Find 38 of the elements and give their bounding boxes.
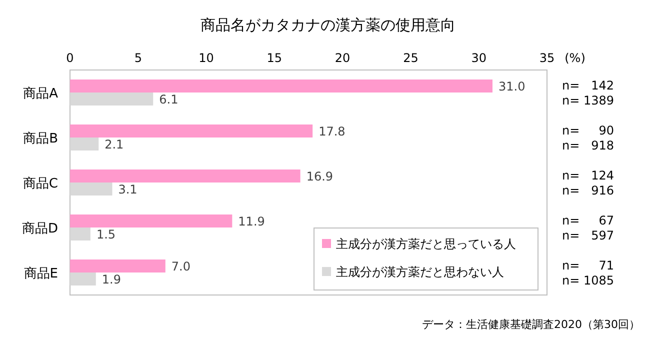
y-tick-label: 商品E [24,266,58,282]
x-tick-label: 25 [403,51,418,65]
data-label: 7.0 [171,260,190,274]
x-tick-label: 20 [334,51,350,65]
x-tick-label: 0 [66,51,74,65]
x-tick-label: 5 [134,51,142,65]
chart-title: 商品名がカタカナの漢方薬の使用意向 [200,16,456,34]
text: n= 124 [562,168,614,182]
y-tick-label: 商品A [23,86,58,102]
x-tick-label: 10 [198,51,214,65]
text: n= 71 [562,258,614,272]
y-tick-label: 商品C [22,176,58,192]
x-axis-title: (%) [564,51,586,65]
x-tick-label: 15 [266,51,282,65]
text: n= 597 [562,228,614,242]
text: n= 1085 [562,274,614,288]
legend-label: 主成分が漢方薬だと思っている人 [336,237,516,251]
data-label: 6.1 [159,92,178,106]
data-label: 1.9 [102,272,121,286]
legend-label: 主成分が漢方薬だと思わない人 [336,265,504,279]
data-label: 31.0 [498,80,526,94]
text: n= 918 [562,138,614,152]
data-label: 2.1 [104,138,124,152]
x-tick-label: 30 [471,51,486,65]
y-tick-label: 商品B [23,132,58,146]
x-tick-label: 35 [539,51,555,65]
text: n= 142 [562,78,614,92]
data-label: 1.5 [96,228,116,242]
text: n= 67 [562,214,614,228]
text: n= 916 [562,184,614,198]
y-tick-label: 商品D [22,222,58,236]
text: データ：生活健康基礎調査2020（第30回） [422,318,640,331]
text: n= 90 [562,124,614,138]
data-label: 16.9 [306,170,334,184]
data-label: 3.1 [118,182,138,196]
data-label: 11.9 [238,214,265,228]
text: n= 1389 [562,94,614,108]
data-label: 17.8 [318,124,346,138]
